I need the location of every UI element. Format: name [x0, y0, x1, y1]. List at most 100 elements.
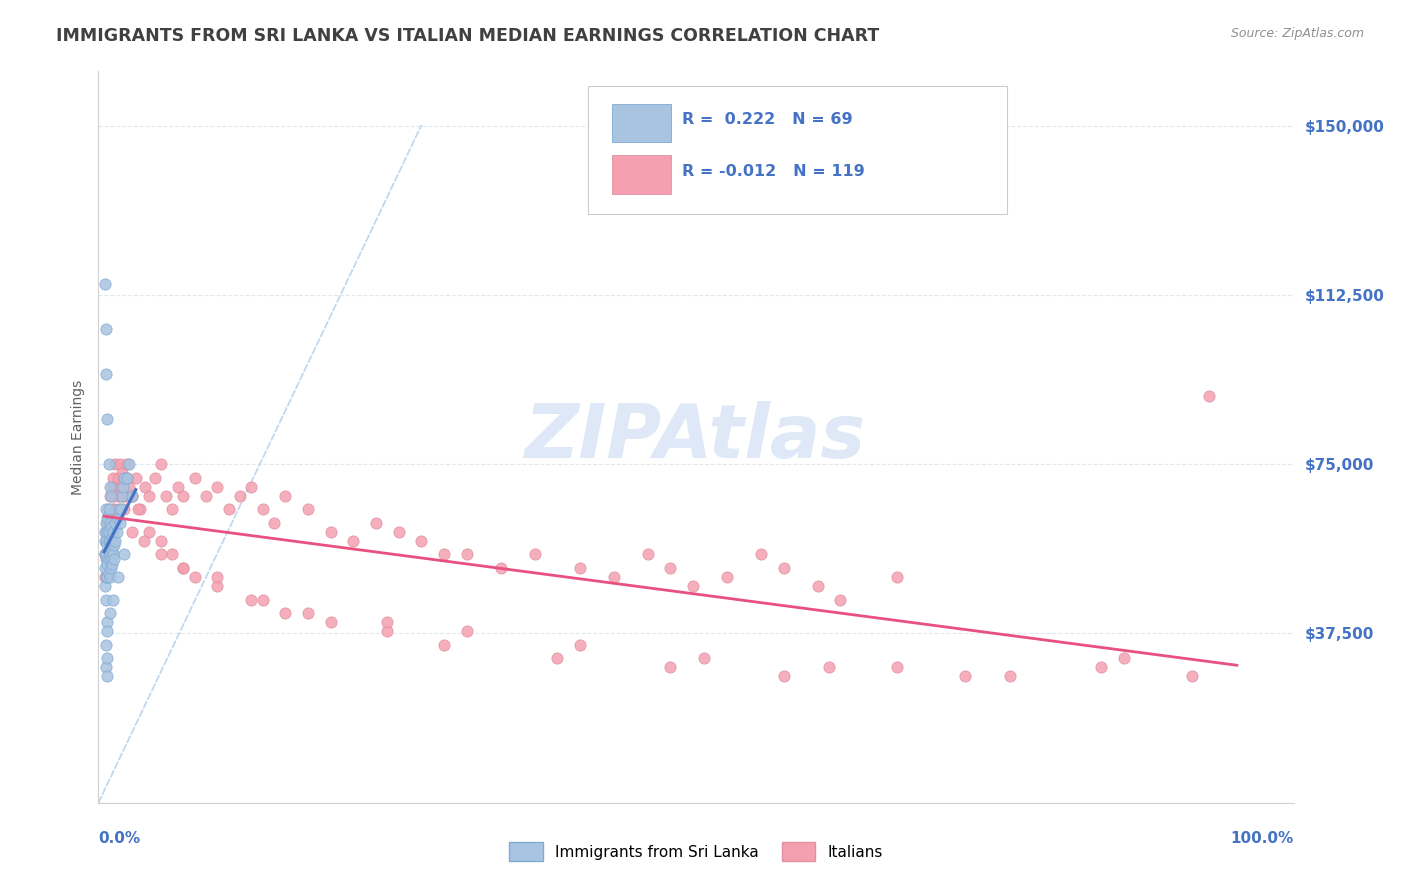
Point	[121, 489, 143, 503]
Point	[155, 489, 177, 503]
Point	[101, 548, 124, 562]
Point	[104, 457, 127, 471]
Point	[96, 524, 118, 539]
FancyBboxPatch shape	[613, 104, 671, 143]
Point	[693, 651, 716, 665]
Point	[1198, 389, 1220, 403]
Point	[100, 489, 122, 503]
Point	[568, 561, 591, 575]
Point	[207, 480, 229, 494]
Point	[603, 570, 626, 584]
Point	[96, 322, 118, 336]
Point	[107, 471, 129, 485]
Point	[134, 480, 156, 494]
Point	[96, 516, 118, 530]
Point	[97, 516, 120, 530]
Point	[96, 511, 118, 525]
Point	[166, 480, 188, 494]
Point	[240, 480, 263, 494]
Point	[114, 489, 136, 503]
Point	[953, 669, 976, 683]
Point	[96, 570, 118, 584]
FancyBboxPatch shape	[589, 86, 1007, 214]
Point	[101, 516, 124, 530]
Point	[568, 638, 591, 652]
Point	[101, 471, 124, 485]
Point	[772, 561, 794, 575]
Point	[115, 457, 138, 471]
Point	[375, 615, 398, 630]
Point	[149, 533, 172, 548]
Point	[637, 548, 659, 562]
Point	[218, 502, 240, 516]
Point	[110, 480, 132, 494]
Point	[121, 489, 143, 503]
Point	[127, 502, 149, 516]
Point	[108, 502, 131, 516]
Text: ZIPAtlas: ZIPAtlas	[526, 401, 866, 474]
Point	[94, 277, 117, 291]
Point	[96, 552, 118, 566]
Point	[98, 533, 121, 548]
Point	[149, 548, 172, 562]
Point	[107, 511, 129, 525]
Point	[96, 592, 118, 607]
Point	[107, 570, 129, 584]
Point	[411, 533, 433, 548]
Point	[160, 502, 183, 516]
Point	[252, 592, 274, 607]
Point	[103, 502, 125, 516]
Point	[94, 579, 117, 593]
Point	[94, 533, 117, 548]
Point	[125, 471, 148, 485]
FancyBboxPatch shape	[613, 155, 671, 194]
Point	[98, 548, 121, 562]
Point	[112, 489, 135, 503]
Y-axis label: Median Earnings: Median Earnings	[70, 379, 84, 495]
Point	[100, 520, 122, 534]
Point	[101, 529, 124, 543]
Point	[342, 533, 364, 548]
Point	[364, 516, 387, 530]
Point	[115, 471, 138, 485]
Point	[108, 516, 131, 530]
Point	[104, 533, 127, 548]
Point	[97, 552, 120, 566]
Point	[98, 548, 121, 562]
Point	[96, 651, 118, 665]
Point	[183, 471, 205, 485]
Point	[97, 533, 120, 548]
Point	[682, 579, 704, 593]
Point	[104, 516, 127, 530]
Point	[172, 489, 194, 503]
Point	[297, 606, 319, 620]
Point	[96, 624, 118, 639]
Point	[98, 516, 121, 530]
Point	[100, 552, 122, 566]
Point	[98, 606, 121, 620]
Point	[97, 502, 120, 516]
Point	[100, 538, 122, 552]
Point	[96, 533, 118, 548]
Point	[1112, 651, 1135, 665]
Point	[456, 624, 478, 639]
Point	[112, 480, 135, 494]
Point	[114, 471, 136, 485]
Point	[114, 502, 136, 516]
Point	[101, 543, 124, 558]
Point	[96, 615, 118, 630]
Text: 100.0%: 100.0%	[1230, 831, 1294, 846]
Point	[160, 548, 183, 562]
Point	[101, 592, 124, 607]
Point	[101, 480, 124, 494]
Point	[818, 660, 841, 674]
Point	[274, 489, 297, 503]
Text: IMMIGRANTS FROM SRI LANKA VS ITALIAN MEDIAN EARNINGS CORRELATION CHART: IMMIGRANTS FROM SRI LANKA VS ITALIAN MED…	[56, 27, 880, 45]
Text: Source: ZipAtlas.com: Source: ZipAtlas.com	[1230, 27, 1364, 40]
Point	[96, 548, 118, 562]
Point	[1180, 669, 1202, 683]
Point	[97, 533, 120, 548]
Point	[716, 570, 738, 584]
Point	[101, 489, 124, 503]
Point	[1000, 669, 1022, 683]
